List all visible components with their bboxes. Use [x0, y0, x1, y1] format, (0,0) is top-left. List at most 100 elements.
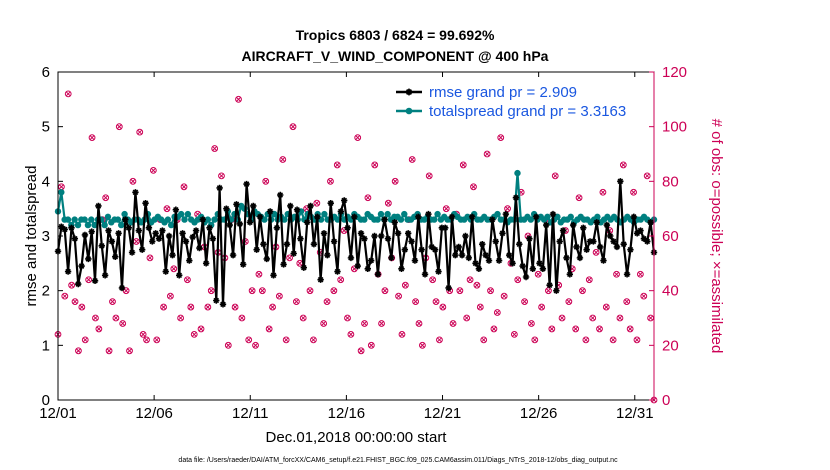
obs-assimilated-marker	[327, 178, 334, 184]
rmse-point	[273, 224, 281, 231]
rmse-point	[179, 230, 186, 237]
obs-possible-marker	[565, 298, 573, 306]
obs-possible-marker	[265, 325, 273, 333]
totalspread-point	[204, 216, 212, 223]
obs-possible-marker	[143, 336, 150, 344]
rmse-point	[327, 200, 334, 207]
obs-assimilated-marker	[419, 342, 425, 348]
rmse-point	[246, 219, 254, 226]
rmse-point	[169, 251, 176, 259]
rmse-point	[138, 246, 146, 253]
rmse-line	[56, 180, 656, 306]
legend: rmse grand pr = 2.909 totalspread grand …	[396, 84, 626, 120]
totalspread-point	[184, 210, 192, 218]
rmse-point	[495, 257, 503, 264]
obs-assimilated-marker	[365, 195, 371, 201]
obs-assimilated-marker	[631, 189, 637, 195]
obs-possible-marker	[293, 298, 300, 306]
obs-assimilated-marker	[600, 189, 606, 195]
rmse-point	[546, 282, 553, 289]
rmse-point	[209, 235, 217, 242]
obs-possible-marker	[548, 325, 556, 333]
obs-assimilated-marker	[539, 304, 545, 310]
y-tick-label: 1	[42, 337, 50, 354]
obs-possible-marker	[395, 292, 402, 300]
obs-assimilated-marker	[69, 282, 75, 288]
rmse-point	[462, 232, 469, 240]
rmse-point	[425, 210, 432, 218]
rmse-point	[314, 213, 321, 221]
obs-possible-marker	[248, 287, 256, 295]
rmse-point	[344, 224, 351, 231]
obs-possible-marker	[252, 341, 259, 349]
obs-possible-marker	[160, 303, 167, 311]
rmse-point	[401, 246, 409, 253]
obs-assimilated-marker	[338, 277, 344, 283]
rmse-point	[115, 230, 122, 237]
obs-assimilated-marker	[290, 124, 296, 130]
obs-possible-marker	[269, 303, 276, 311]
obs-possible-marker	[596, 325, 603, 333]
rmse-point	[250, 202, 257, 210]
rmse-point	[637, 227, 644, 234]
rmse-point	[529, 265, 536, 272]
obs-possible-marker	[119, 320, 127, 327]
totalspread-point	[434, 210, 441, 218]
legend-rmse-marker	[405, 88, 413, 96]
totalspread-point	[101, 221, 108, 229]
totalspread-point	[181, 216, 188, 223]
y-tick-label: 0	[42, 392, 50, 409]
obs-possible-marker	[647, 314, 654, 322]
obs-assimilated-marker	[392, 178, 398, 184]
rmse-point	[176, 272, 183, 279]
rmse-point	[182, 238, 190, 245]
y2-tick-label: 40	[662, 283, 679, 300]
totalspread-point	[71, 216, 78, 223]
obs-assimilated-marker	[590, 315, 596, 321]
obs-possible-marker	[354, 134, 362, 142]
totalspread-point	[401, 210, 408, 218]
obs-assimilated-marker	[263, 178, 269, 184]
y2-axis-label: # of obs: o=possible; ×=assimilated	[708, 119, 725, 354]
rmse-point	[586, 238, 594, 245]
rmse-point	[280, 261, 287, 268]
totalspread-point	[121, 210, 128, 218]
chart-subtitle: AIRCRAFT_V_WIND_COMPONENT @ 400 hPa	[242, 48, 549, 64]
obs-assimilated-marker	[501, 293, 507, 299]
obs-possible-marker	[442, 205, 450, 213]
obs-assimilated-marker	[576, 195, 582, 201]
obs-assimilated-marker	[344, 315, 351, 321]
rmse-point	[287, 202, 294, 210]
totalspread-point	[114, 216, 122, 223]
x-tick-label: 12/11	[232, 405, 268, 422]
obs-possible-marker	[245, 336, 253, 344]
obs-assimilated-marker	[208, 288, 214, 294]
obs-possible-marker	[95, 325, 103, 333]
obs-assimilated-marker	[477, 304, 483, 310]
rmse-point	[482, 251, 489, 259]
rmse-point	[145, 224, 153, 231]
obs-possible-marker	[412, 298, 420, 306]
legend-spread-marker	[405, 107, 413, 115]
obs-possible-marker	[510, 331, 518, 338]
obs-assimilated-marker	[467, 277, 473, 283]
obs-possible-marker	[521, 298, 528, 306]
obs-assimilated-marker	[218, 173, 225, 179]
totalspread-point	[168, 221, 175, 229]
rmse-point	[236, 220, 244, 228]
totalspread-point	[567, 213, 574, 221]
rmse-point	[536, 260, 543, 267]
obs-assimilated-marker	[178, 315, 184, 321]
totalspread-point	[384, 210, 391, 218]
obs-possible-marker	[279, 156, 287, 163]
obs-possible-marker	[78, 303, 86, 311]
rmse-point	[229, 251, 237, 259]
rmse-point	[101, 272, 109, 279]
obs-possible-marker	[333, 161, 341, 169]
rmse-point	[91, 277, 99, 285]
rmse-point	[354, 262, 361, 270]
obs-assimilated-marker	[552, 173, 558, 179]
totalspread-point	[527, 216, 535, 223]
y2-tick-label: 80	[662, 173, 679, 190]
rmse-point	[159, 227, 166, 234]
